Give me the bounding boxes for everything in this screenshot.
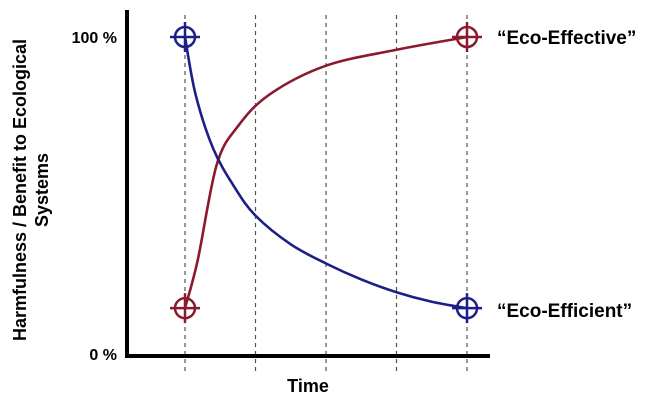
- series-line-eco-efficient: [183, 36, 468, 310]
- series-label-eco-efficient: “Eco-Efficient”: [497, 301, 632, 322]
- y-tick-label-100: 100 %: [72, 30, 117, 47]
- x-axis-label: Time: [287, 376, 329, 396]
- marker-eco-efficient-end: [452, 293, 482, 324]
- marker-eco-effective-start: [170, 293, 200, 324]
- y-axis-label-container: Harmfulness / Benefit to Ecological Syst…: [10, 38, 52, 342]
- gridlines: [184, 15, 468, 372]
- marker-eco-efficient-start: [170, 22, 200, 52]
- series-layer: [183, 35, 468, 310]
- y-axis-label: Harmfulness / Benefit to Ecological Syst…: [10, 38, 52, 342]
- series-line-eco-effective: [183, 35, 468, 309]
- marker-layer: [170, 22, 482, 324]
- y-tick-label-0: 0 %: [89, 347, 117, 364]
- marker-eco-effective-end: [452, 22, 482, 52]
- series-label-eco-effective: “Eco-Effective”: [497, 28, 636, 49]
